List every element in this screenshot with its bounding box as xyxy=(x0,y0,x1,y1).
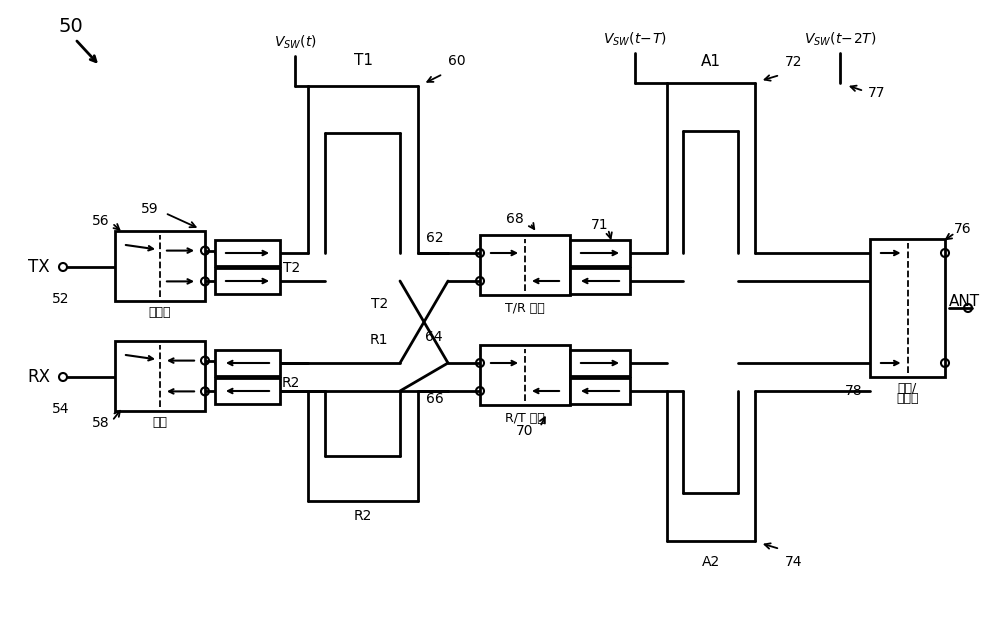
Text: 解复用: 解复用 xyxy=(896,392,919,406)
Text: 54: 54 xyxy=(52,402,70,416)
Bar xyxy=(480,235,570,295)
Text: 68: 68 xyxy=(506,212,524,226)
Bar xyxy=(215,240,280,266)
Text: 70: 70 xyxy=(516,424,534,438)
Text: 59: 59 xyxy=(141,202,159,216)
Text: R2: R2 xyxy=(354,509,372,523)
Text: 60: 60 xyxy=(448,54,466,68)
Text: 76: 76 xyxy=(954,222,972,236)
Bar xyxy=(570,350,630,376)
Text: T2: T2 xyxy=(283,261,300,275)
Text: R/T 开关: R/T 开关 xyxy=(505,413,545,425)
Text: $V_{SW}(t\!-\!2T)$: $V_{SW}(t\!-\!2T)$ xyxy=(804,30,876,48)
Bar xyxy=(480,345,570,405)
Text: 78: 78 xyxy=(844,384,862,398)
Text: RX: RX xyxy=(27,368,50,386)
Text: 50: 50 xyxy=(58,18,83,37)
Bar xyxy=(570,240,630,266)
Text: $V_{SW}(t\!-\!T)$: $V_{SW}(t\!-\!T)$ xyxy=(603,30,667,48)
Bar xyxy=(570,268,630,294)
Bar xyxy=(215,268,280,294)
Text: T/R 开关: T/R 开关 xyxy=(505,302,545,316)
Text: 复用/: 复用/ xyxy=(898,382,917,396)
Text: 74: 74 xyxy=(785,555,802,569)
Text: 64: 64 xyxy=(425,330,443,344)
Text: $V_{SW}(t)$: $V_{SW}(t)$ xyxy=(274,33,316,51)
Bar xyxy=(570,378,630,404)
Text: TX: TX xyxy=(28,258,50,276)
Text: 77: 77 xyxy=(868,86,886,100)
Text: 66: 66 xyxy=(426,392,444,406)
Text: 52: 52 xyxy=(52,292,70,306)
Text: T1: T1 xyxy=(354,53,372,68)
Text: R2: R2 xyxy=(282,376,300,390)
Text: 复用: 复用 xyxy=(152,416,168,430)
Bar xyxy=(215,350,280,376)
Text: T2: T2 xyxy=(371,297,388,311)
Text: R1: R1 xyxy=(370,333,388,347)
Text: 72: 72 xyxy=(785,55,802,69)
Text: 71: 71 xyxy=(591,218,609,232)
Text: 62: 62 xyxy=(426,231,444,245)
Text: 解复用: 解复用 xyxy=(149,307,171,319)
Bar xyxy=(215,378,280,404)
Text: 56: 56 xyxy=(92,214,110,228)
Bar xyxy=(115,341,205,411)
Text: ANT: ANT xyxy=(949,295,980,309)
Text: 58: 58 xyxy=(92,416,110,430)
Text: A1: A1 xyxy=(701,54,721,69)
Bar xyxy=(870,239,945,377)
Text: A2: A2 xyxy=(702,555,720,569)
Bar xyxy=(115,231,205,301)
